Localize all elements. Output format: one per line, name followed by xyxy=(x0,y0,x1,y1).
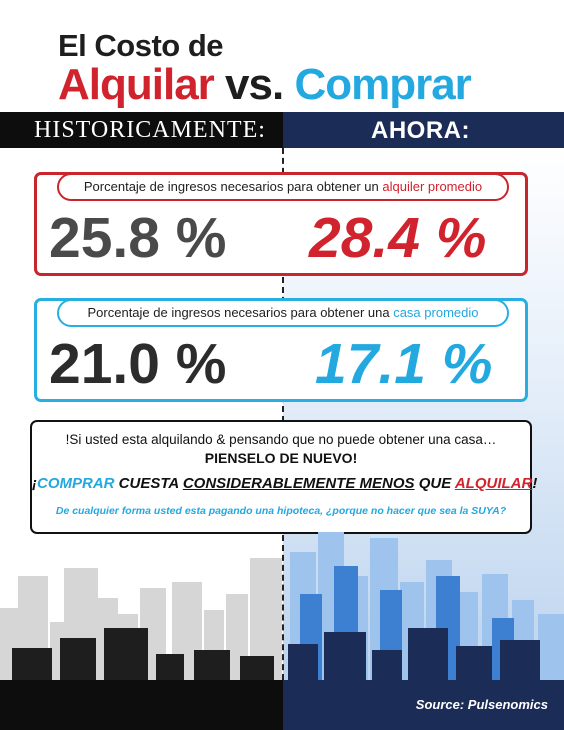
message-que-text: QUE xyxy=(414,475,455,492)
message-close-mark: ! xyxy=(532,475,538,492)
title-buy-word: Comprar xyxy=(294,60,471,109)
header-now-label: AHORA: xyxy=(371,117,470,144)
message-rent-word: ALQUILAR xyxy=(454,475,533,492)
buy-now-value: 17.1 % xyxy=(315,332,493,396)
rent-label-highlight: alquiler promedio xyxy=(382,179,483,194)
rent-panel: Porcentaje de ingresos necesarios para o… xyxy=(34,172,528,276)
message-line-4: De cualquier forma usted esta pagando un… xyxy=(55,505,507,517)
rent-now-value: 28.4 % xyxy=(309,206,487,270)
buy-label-prefix: Porcentaje de ingresos necesarios para o… xyxy=(87,305,394,320)
buy-historical-value: 21.0 % xyxy=(49,332,227,396)
source-credit: Source: Pulsenomics xyxy=(415,697,548,712)
message-emphasis: CONSIDERABLEMENTE MENOS xyxy=(182,475,415,492)
message-open-mark: ¡ xyxy=(32,475,37,492)
footer-left xyxy=(0,680,283,730)
title-line-2: Alquilar vs. Comprar xyxy=(58,60,472,110)
title-vs-word: vs. xyxy=(225,60,284,109)
rent-label: Porcentaje de ingresos necesarios para o… xyxy=(57,173,509,201)
message-buy-word: COMPRAR xyxy=(37,475,115,492)
skyline-right-front xyxy=(288,628,540,682)
title-rent-word: Alquilar xyxy=(58,60,215,109)
message-line-1: !Si usted esta alquilando & pensando que… xyxy=(65,432,497,447)
message-mid-text: CUESTA xyxy=(114,475,183,492)
title-line-1: El Costo de xyxy=(58,28,224,63)
city-skyline xyxy=(0,532,564,682)
skyline-left-front xyxy=(12,628,274,682)
header-historical-label: HISTORICAMENTE: xyxy=(34,117,266,143)
buy-panel: Porcentaje de ingresos necesarios para o… xyxy=(34,298,528,402)
footer-right xyxy=(283,680,564,730)
buy-label: Porcentaje de ingresos necesarios para o… xyxy=(57,299,509,327)
header-now: AHORA: xyxy=(283,112,564,148)
message-line-2: PIENSELO DE NUEVO! xyxy=(204,450,358,466)
rent-historical-value: 25.8 % xyxy=(49,206,227,270)
buy-label-highlight: casa promedio xyxy=(393,305,479,320)
message-line-3: ¡COMPRAR CUESTA CONSIDERABLEMENTE MENOS … xyxy=(32,475,537,492)
header-historical: HISTORICAMENTE: xyxy=(0,112,283,148)
column-divider xyxy=(282,148,284,680)
rent-label-prefix: Porcentaje de ingresos necesarios para o… xyxy=(83,179,383,194)
message-box: !Si usted esta alquilando & pensando que… xyxy=(30,420,537,534)
